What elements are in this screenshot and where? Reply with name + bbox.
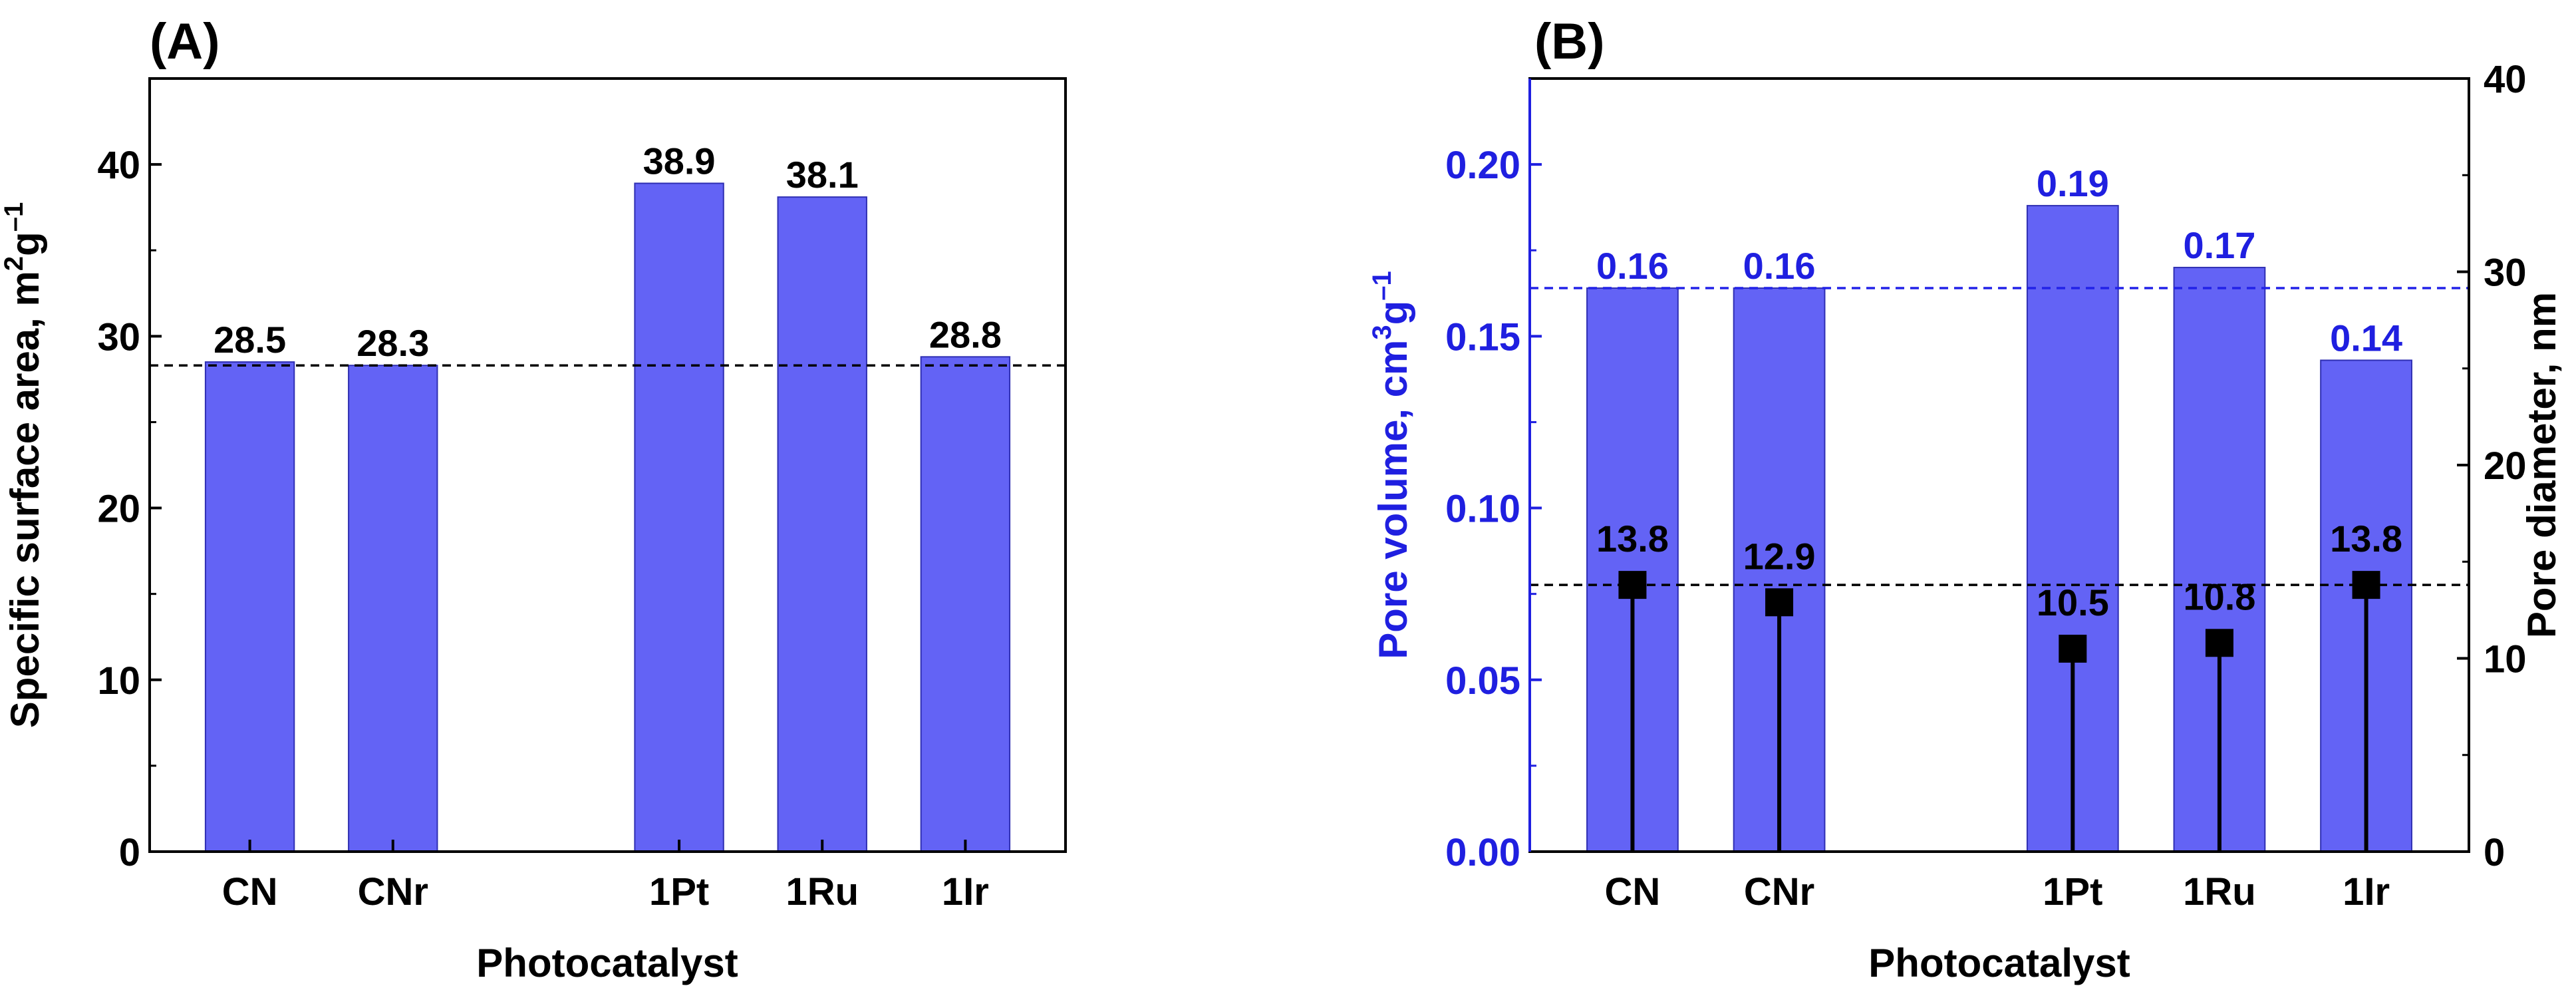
panel-b-x-axis-title: Photocatalyst [1868, 941, 2130, 985]
bar [920, 356, 1011, 852]
y-tick-label: 0.00 [1445, 831, 1520, 874]
y-tick-label: 0.20 [1445, 144, 1520, 187]
bar-value-label: 38.9 [643, 140, 716, 182]
y-tick-label: 20 [97, 488, 140, 531]
panel-b-y2-axis-title: Pore diameter, nm [2519, 292, 2564, 638]
panel-a-label: (A) [150, 13, 220, 70]
bar [777, 196, 867, 852]
y2-tick-label: 30 [2484, 251, 2527, 295]
panel-a-y-axis-title: Specific surface area, m2g–1 [0, 202, 47, 728]
panel-a-x-axis-title: Photocatalyst [476, 941, 738, 985]
y2-tick-label: 10 [2484, 638, 2527, 681]
x-tick-label: 1Pt [2043, 870, 2102, 914]
x-tick-label: CN [1605, 870, 1661, 914]
y-tick-label: 0 [119, 831, 140, 874]
y-tick-label: 0.10 [1445, 488, 1520, 531]
panel-a-frame [148, 77, 1067, 853]
x-tick-label: 1Ir [942, 870, 989, 914]
bar-value-label: 28.5 [214, 319, 286, 361]
y-tick-label: 40 [97, 144, 140, 187]
y2-tick-label: 0 [2484, 831, 2505, 874]
bar-value-label: 0.14 [2330, 317, 2402, 359]
bar-value-label: 28.8 [929, 313, 1002, 355]
panel-a: (A) 0 10 20 30 40 28.5 CN 28.3 CNr 38.9 1Pt 38.1 1Ru… [0, 13, 1067, 985]
pore-diameter-value-label: 12.9 [1743, 535, 1816, 577]
bar-value-label: 0.17 [2183, 224, 2255, 266]
bar [204, 361, 295, 852]
bar-value-label: 38.1 [786, 154, 859, 196]
panel-b-label: (B) [1534, 13, 1605, 70]
pore-diameter-marker [2205, 629, 2233, 657]
pore-diameter-marker [2059, 634, 2087, 663]
panel-b-y-axis-title: Pore volume, cm3g–1 [1367, 271, 1415, 659]
x-tick-label: 1Ir [2343, 870, 2390, 914]
bar [348, 365, 438, 852]
y-tick-label: 0.05 [1445, 659, 1520, 703]
bar-value-label: 28.3 [357, 322, 429, 364]
bar-value-label: 0.16 [1743, 245, 1816, 287]
x-tick-label: 1Ru [786, 870, 859, 914]
x-tick-label: 1Pt [649, 870, 709, 914]
bar-value-label: 0.19 [2037, 162, 2109, 204]
pore-diameter-marker [2352, 571, 2380, 599]
bar-value-label: 0.16 [1596, 245, 1669, 287]
pore-diameter-value-label: 13.8 [1596, 518, 1669, 560]
pore-diameter-value-label: 10.5 [2037, 582, 2109, 623]
y-tick-label: 0.15 [1445, 315, 1520, 359]
pore-diameter-marker [1618, 571, 1647, 599]
x-tick-label: CNr [358, 870, 428, 914]
pore-diameter-value-label: 13.8 [2330, 518, 2402, 560]
x-tick-label: 1Ru [2183, 870, 2256, 914]
pore-diameter-value-label: 10.8 [2183, 576, 2255, 617]
pore-diameter-marker [1765, 588, 1794, 617]
y2-tick-label: 40 [2484, 58, 2527, 101]
y2-tick-label: 20 [2484, 444, 2527, 488]
y-tick-label: 30 [97, 315, 140, 359]
x-tick-label: CNr [1744, 870, 1814, 914]
y-tick-label: 10 [97, 659, 140, 703]
bar [634, 182, 724, 852]
panel-b: (B) 0.00 0.05 0.10 0.15 0.20 0 10 20 30 40 0.16 CN 0… [1367, 13, 2564, 985]
x-tick-label: CN [222, 870, 278, 914]
